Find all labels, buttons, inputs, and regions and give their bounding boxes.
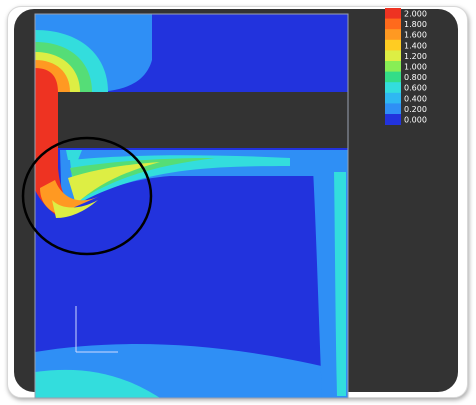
domain-border [34, 13, 349, 399]
legend-swatch [385, 8, 401, 19]
legend-label: 0.600 [404, 84, 427, 93]
flow-mark-small [66, 150, 82, 160]
legend-swatch [385, 29, 401, 41]
legend-swatch [385, 82, 401, 94]
legend-swatch [385, 61, 401, 72]
contour-zone-bottom-cyan [35, 369, 160, 398]
wall-block-right-upper [326, 14, 348, 92]
legend-label: 1.600 [404, 31, 427, 40]
wall-block-left-lower [35, 218, 45, 224]
legend-label: 0.200 [404, 105, 427, 114]
legend-label: 1.200 [404, 52, 427, 61]
legend-swatch [385, 92, 401, 104]
legend-swatch [385, 50, 401, 62]
jet-core-red [35, 68, 78, 218]
contour-zone-right-channel-cyan [334, 172, 346, 396]
legend-swatch [385, 18, 401, 30]
legend-label: 1.000 [404, 63, 427, 72]
legend-label: 1.800 [404, 20, 427, 29]
wall-block-top [64, 92, 348, 148]
highlight-circle [21, 136, 153, 256]
legend-label: 0.400 [404, 94, 427, 103]
legend-label: 0.000 [404, 116, 427, 125]
legend-swatch [385, 103, 401, 115]
legend-label: 1.400 [404, 41, 427, 50]
legend-swatch [385, 71, 401, 83]
wall-block-inlet-corner [58, 92, 64, 148]
legend-label: 2.000 [404, 10, 427, 19]
legend-swatch [385, 39, 401, 51]
jet-streak-yellow [68, 162, 160, 204]
jet-curl-yellow [52, 200, 98, 218]
legend-swatch [385, 114, 401, 125]
legend-label: 0.800 [404, 73, 427, 82]
